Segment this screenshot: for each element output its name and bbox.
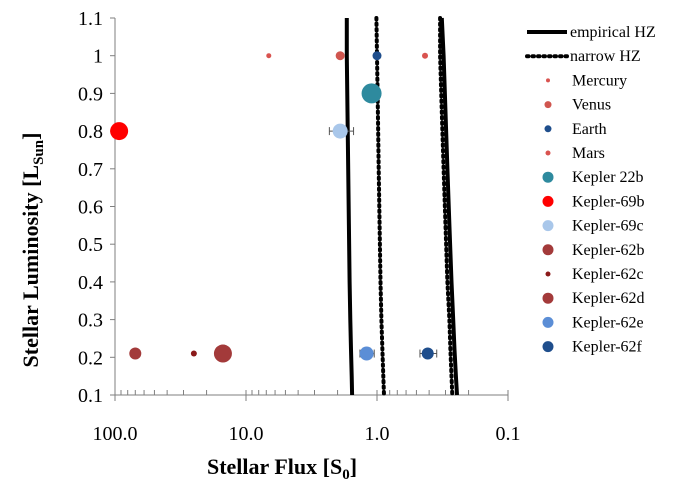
legend-label: Kepler-62d <box>572 290 645 307</box>
legend: empirical HZ narrow HZ Mercury Venus Earth Ma… <box>525 24 656 356</box>
legend-marker-kepler-62d <box>542 292 554 304</box>
point-kepler-69c <box>332 123 348 139</box>
legend-marker-kepler-22b <box>542 171 554 183</box>
y-tick-label: 0.6 <box>78 197 103 219</box>
legend-label: Kepler-62b <box>572 242 645 259</box>
y-tick-label: 0.5 <box>78 234 103 256</box>
legend-label: Kepler-69c <box>572 218 644 235</box>
hz-line-narrow-hz <box>374 16 386 397</box>
y-axis-label: Stellar Luminosity [LSun] <box>18 133 47 368</box>
legend-label: Mercury <box>572 72 627 89</box>
plot-area: 0.1 0.2 0.3 0.4 0.5 0.6 0.7 0.8 0.9 1 1.1 100.0 10.0… <box>78 8 521 445</box>
x-axis-label: Stellar Flux [S0] <box>207 454 357 483</box>
legend-marker-mercury <box>546 78 550 83</box>
legend-label: Kepler-62c <box>572 266 644 283</box>
x-tick-label: 10.0 <box>229 423 264 445</box>
y-tick-label: 0.3 <box>78 310 103 332</box>
point-kepler-69b <box>110 122 129 141</box>
legend-marker-kepler-62c <box>545 271 551 277</box>
y-tick-label: 0.1 <box>78 385 103 407</box>
legend-marker-earth <box>544 125 552 133</box>
point-kepler-62f <box>421 347 434 360</box>
legend-marker-venus <box>544 101 552 109</box>
x-tick-label: 0.1 <box>496 423 521 445</box>
point-venus <box>335 51 345 61</box>
point-earth <box>372 51 382 61</box>
hz-line-empirical-hz <box>344 18 355 396</box>
legend-marker-kepler-69b <box>542 195 554 207</box>
legend-marker-kepler-62b <box>542 244 554 256</box>
legend-label: Venus <box>572 97 611 114</box>
legend-label: Mars <box>572 145 605 162</box>
y-tick-label: 0.4 <box>78 272 103 294</box>
point-kepler-62e <box>359 346 374 361</box>
point-mars <box>422 52 429 59</box>
legend-label: narrow HZ <box>570 48 641 65</box>
legend-marker-mars <box>545 150 551 156</box>
legend-label: Kepler 22b <box>572 169 644 186</box>
y-tick-label: 0.8 <box>78 121 103 143</box>
legend-label: Kepler-62e <box>572 314 644 331</box>
legend-marker-kepler-69c <box>542 220 554 232</box>
legend-marker-kepler-62f <box>542 341 554 353</box>
point-kepler-62b <box>129 347 142 360</box>
y-tick-label: 0.9 <box>78 83 103 105</box>
hz-line-empirical-hz-outer <box>439 17 459 396</box>
legend-label: Kepler-62f <box>572 339 643 356</box>
point-kepler-22b <box>361 83 382 104</box>
y-tick-label: 0.2 <box>78 347 103 369</box>
y-tick-label: 1 <box>93 46 103 68</box>
legend-marker-kepler-62e <box>542 316 554 328</box>
point-kepler-62d <box>213 344 232 363</box>
point-kepler-62c <box>190 350 197 357</box>
x-tick-label: 100.0 <box>93 423 138 445</box>
y-tick-label: 1.1 <box>78 8 103 30</box>
hz-line-narrow-hz-outer <box>438 16 455 397</box>
y-tick-label: 0.7 <box>78 159 103 181</box>
point-mercury <box>266 53 272 59</box>
legend-label: Earth <box>572 121 607 138</box>
legend-label: empirical HZ <box>570 24 656 41</box>
x-tick-label: 1.0 <box>365 423 390 445</box>
legend-label: Kepler-69b <box>572 193 645 210</box>
